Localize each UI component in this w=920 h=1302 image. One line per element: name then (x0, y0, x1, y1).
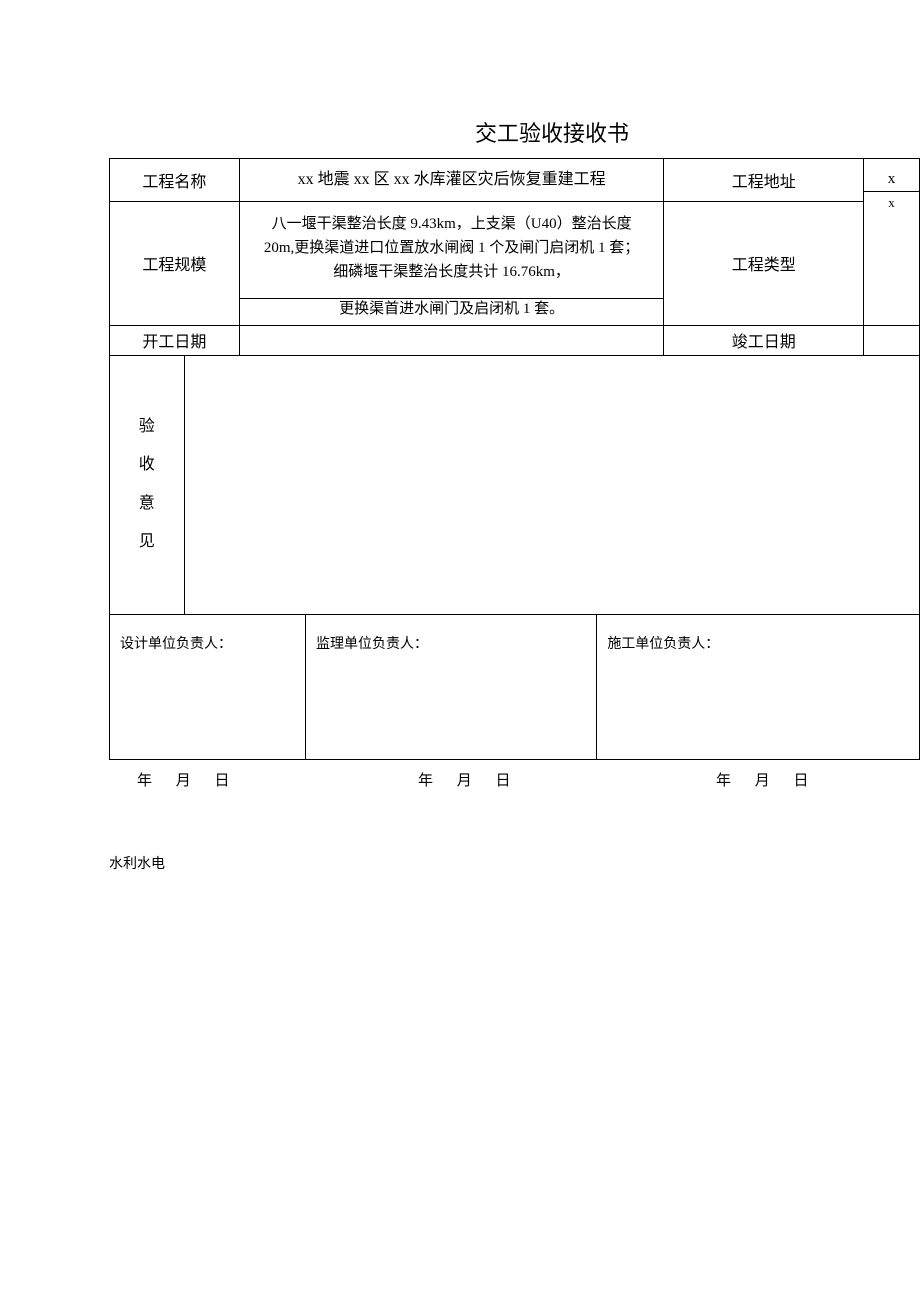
project-name-label: 工程名称 (110, 159, 240, 202)
opinion-cell: 验 收 意 见 (110, 355, 920, 614)
opinion-char: 意 (110, 485, 184, 523)
supervision-unit-signature: 监理单位负责人： (306, 615, 597, 759)
acceptance-form-table: 工程名称 xx 地震 xx 区 xx 水库灌区灾后恢复重建工程 工程地址 x x… (109, 158, 920, 760)
project-scale-lower: 更换渠首进水闸门及启闭机 1 套。 (240, 297, 664, 321)
table-row: 设计单位负责人： 监理单位负责人： 施工单位负责人： (110, 614, 920, 759)
project-scale-label: 工程规模 (110, 201, 240, 325)
date-label: 年 月 日 (418, 769, 521, 790)
acceptance-opinion-label: 验 收 意 见 (110, 356, 184, 614)
opinion-char: 见 (110, 523, 184, 561)
table-row: 工程名称 xx 地震 xx 区 xx 水库灌区灾后恢复重建工程 工程地址 x x (110, 159, 920, 202)
divider (864, 191, 919, 192)
project-type-value: x (864, 195, 919, 211)
table-row: 工程规模 八一堰干渠整治长度 9.43km，上支渠（U40）整治长度 20m,更… (110, 201, 920, 325)
design-unit-signature: 设计单位负责人： (110, 615, 306, 759)
end-date-label: 竣工日期 (664, 325, 864, 355)
project-scale-value: 八一堰干渠整治长度 9.43km，上支渠（U40）整治长度 20m,更换渠道进口… (239, 201, 664, 325)
date-label: 年 月 日 (716, 769, 819, 790)
project-address-type-value: x x (864, 159, 920, 326)
acceptance-opinion-content (184, 356, 919, 614)
project-name-value: xx 地震 xx 区 xx 水库灌区灾后恢复重建工程 (239, 159, 664, 202)
project-type-label: 工程类型 (664, 201, 864, 325)
opinion-char: 收 (110, 446, 184, 484)
start-date-label: 开工日期 (110, 325, 240, 355)
signature-cell: 设计单位负责人： 监理单位负责人： 施工单位负责人： (110, 614, 920, 759)
footer-text: 水利水电 (109, 853, 165, 873)
project-address-value: x (864, 171, 919, 188)
table-row: 验 收 意 见 (110, 355, 920, 614)
end-date-value (864, 325, 920, 355)
table-row: 开工日期 竣工日期 (110, 325, 920, 355)
opinion-char: 验 (110, 408, 184, 446)
project-scale-upper: 八一堰干渠整治长度 9.43km，上支渠（U40）整治长度 20m,更换渠道进口… (240, 202, 664, 284)
start-date-value (239, 325, 664, 355)
date-label: 年 月 日 (137, 769, 240, 790)
project-address-label: 工程地址 (664, 159, 864, 202)
document-title: 交工验收接收书 (475, 116, 629, 148)
construction-unit-signature: 施工单位负责人： (597, 615, 919, 759)
